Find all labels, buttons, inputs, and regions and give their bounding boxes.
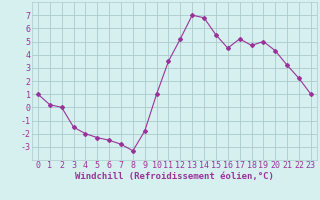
X-axis label: Windchill (Refroidissement éolien,°C): Windchill (Refroidissement éolien,°C) (75, 172, 274, 181)
